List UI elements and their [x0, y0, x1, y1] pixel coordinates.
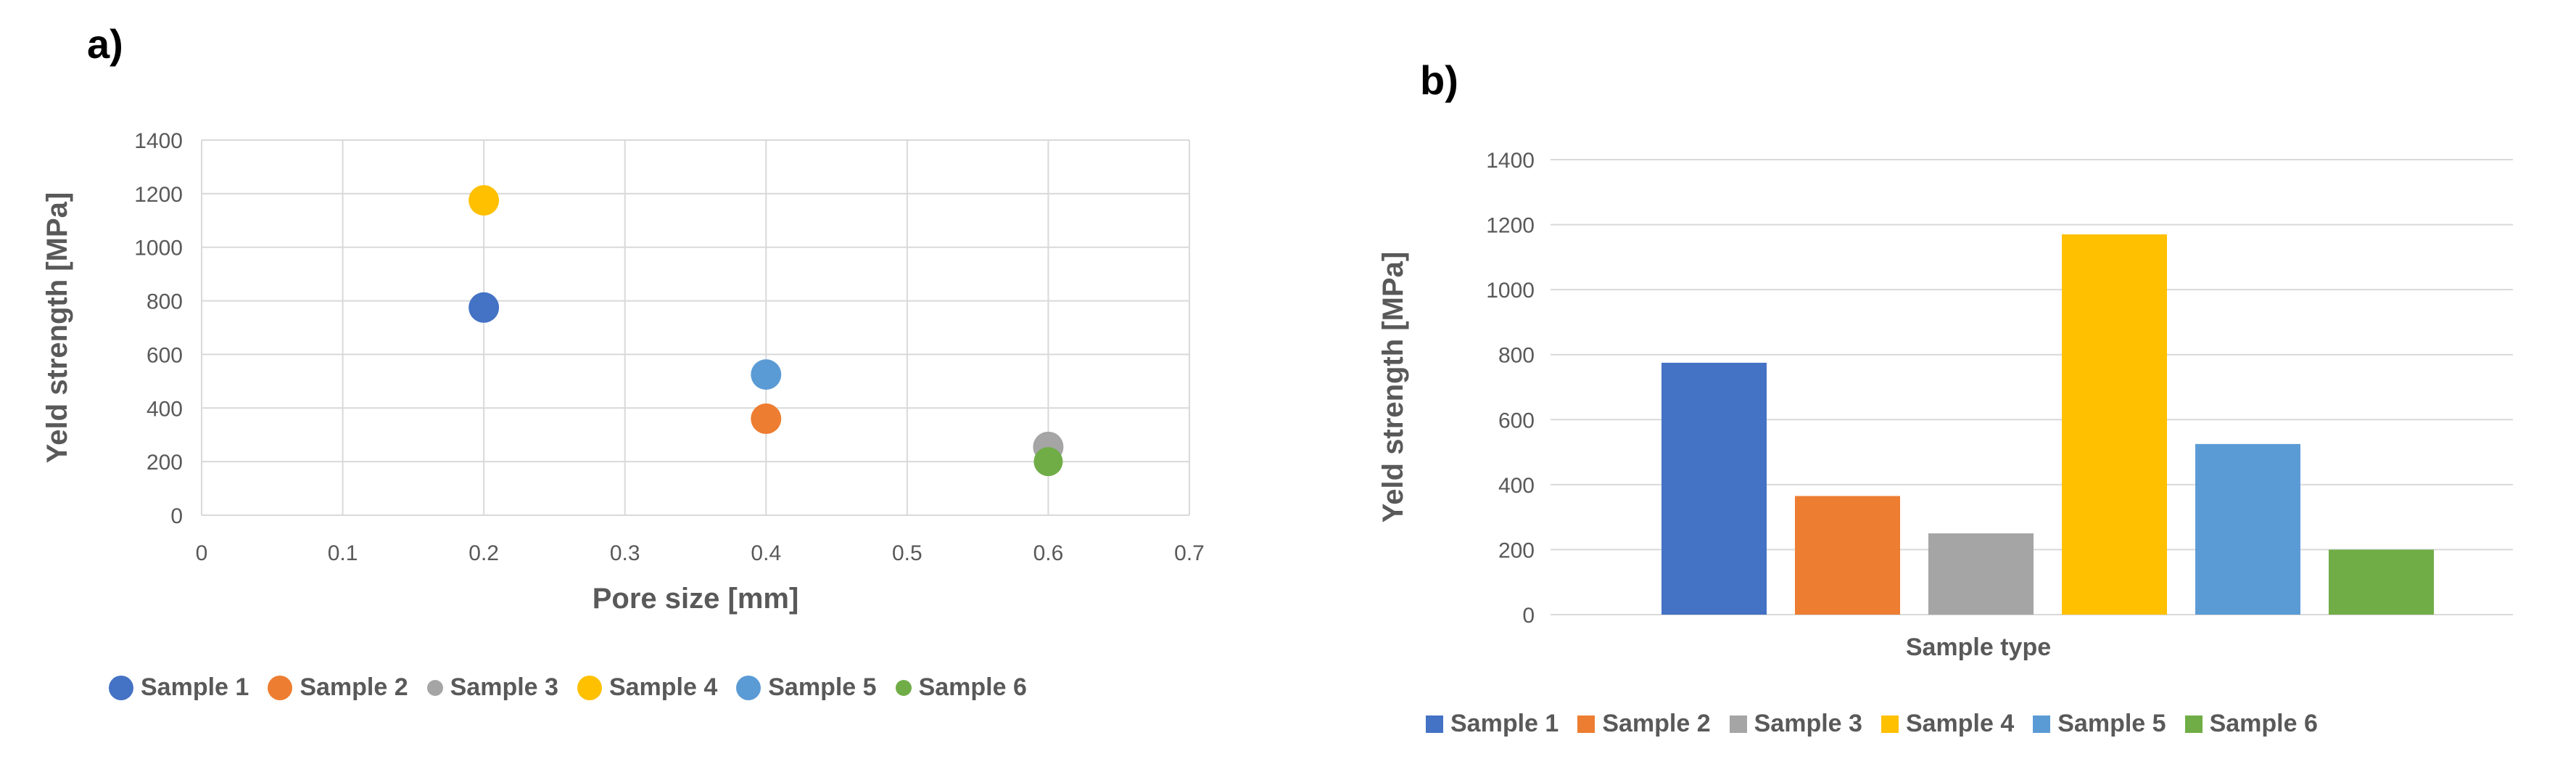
x-tick-label: 0	[196, 541, 208, 565]
legend-label: Sample 6	[2209, 710, 2318, 737]
legend-marker	[895, 679, 912, 696]
legend-label: Sample 1	[1450, 710, 1559, 737]
legend-item-sample-3: Sample 3	[426, 673, 558, 702]
legend-marker	[1577, 715, 1595, 733]
legend-marker	[1426, 715, 1443, 733]
y-axis-title: Yeld strength [MPa]	[1377, 252, 1409, 522]
x-tick-label: 0.6	[1033, 541, 1064, 565]
legend-marker	[736, 675, 761, 700]
x-axis-title: Pore size [mm]	[593, 583, 799, 615]
y-tick-label: 1000	[134, 237, 183, 261]
panel-label-b: b)	[1420, 57, 1458, 103]
legend-item-sample-5: Sample 5	[736, 673, 877, 702]
legend-label: Sample 4	[1905, 710, 2015, 737]
data-point-sample-4	[468, 185, 500, 216]
legend-label: Sample 4	[608, 673, 718, 701]
panel-label-a: a)	[87, 21, 123, 67]
y-tick-label: 200	[146, 451, 183, 475]
legend-item-sample-5: Sample 5	[2033, 710, 2166, 738]
y-tick-label: 1000	[1486, 279, 1535, 303]
y-tick-label: 1400	[1486, 149, 1535, 173]
legend-item-sample-1: Sample 1	[109, 673, 249, 702]
legend-label: Sample 2	[300, 673, 408, 701]
y-tick-label: 0	[1522, 604, 1535, 628]
legend-label: Sample 5	[2057, 710, 2166, 737]
legend-marker	[268, 675, 293, 700]
y-tick-label: 1200	[134, 183, 183, 207]
bar-sample-1	[1661, 362, 1767, 615]
legend-label: Sample 1	[141, 673, 249, 701]
y-tick-label: 1400	[134, 129, 183, 153]
legend-label: Sample 5	[768, 673, 877, 701]
legend-marker	[577, 675, 602, 700]
data-point-sample-6	[1033, 447, 1063, 477]
data-point-sample-2	[751, 403, 782, 435]
legend-item-sample-3: Sample 3	[1729, 710, 1862, 738]
data-point-sample-1	[468, 292, 500, 323]
legend-item-sample-4: Sample 4	[577, 673, 717, 702]
legend-item-sample-6: Sample 6	[2184, 710, 2318, 738]
legend-marker	[2184, 715, 2203, 733]
y-tick-label: 400	[1498, 474, 1535, 498]
y-axis-title: Yeld strength [MPa]	[41, 192, 73, 463]
x-tick-label: 0.3	[610, 541, 640, 565]
bar-sample-3	[1928, 533, 2034, 615]
x-tick-label: 0.1	[328, 541, 358, 565]
legend-marker	[1881, 715, 1899, 733]
bar-sample-6	[2329, 549, 2434, 615]
legend-item-sample-2: Sample 2	[268, 673, 408, 702]
y-tick-label: 400	[146, 397, 183, 421]
legend-item-sample-6: Sample 6	[895, 673, 1027, 702]
legend-label: Sample 3	[450, 673, 558, 701]
legend-item-sample-2: Sample 2	[1577, 710, 1711, 738]
legend-bar: Sample 1 Sample 2 Sample 3 Sample 4 Sample 5…	[1426, 710, 2337, 738]
legend-label: Sample 6	[918, 673, 1027, 701]
x-tick-label: 0.5	[892, 541, 922, 565]
legend-marker	[109, 675, 133, 700]
y-tick-label: 600	[1498, 409, 1535, 432]
legend-label: Sample 2	[1602, 710, 1711, 737]
legend-marker	[426, 679, 443, 696]
data-point-sample-5	[751, 359, 782, 390]
y-tick-label: 0	[170, 504, 183, 528]
legend-marker	[2033, 715, 2051, 733]
bar-sample-5	[2195, 443, 2300, 615]
y-tick-label: 800	[1498, 344, 1535, 368]
legend-scatter: Sample 1 Sample 2 Sample 3 Sample 4 Sample 5…	[109, 673, 1046, 702]
y-tick-label: 800	[146, 290, 183, 314]
legend-item-sample-1: Sample 1	[1426, 710, 1559, 738]
bar-sample-4	[2062, 234, 2167, 615]
y-tick-label: 1200	[1486, 214, 1535, 238]
bar-sample-2	[1795, 496, 1900, 615]
x-tick-label: 0.2	[468, 541, 499, 565]
y-tick-label: 600	[146, 343, 183, 367]
x-tick-label: 0.4	[751, 541, 781, 565]
x-tick-label: 0.7	[1174, 541, 1205, 565]
y-tick-label: 200	[1498, 538, 1535, 562]
x-axis-title: Sample type	[1906, 633, 2051, 661]
legend-label: Sample 3	[1754, 710, 1862, 737]
legend-marker	[1729, 715, 1747, 733]
legend-item-sample-4: Sample 4	[1881, 710, 2014, 738]
